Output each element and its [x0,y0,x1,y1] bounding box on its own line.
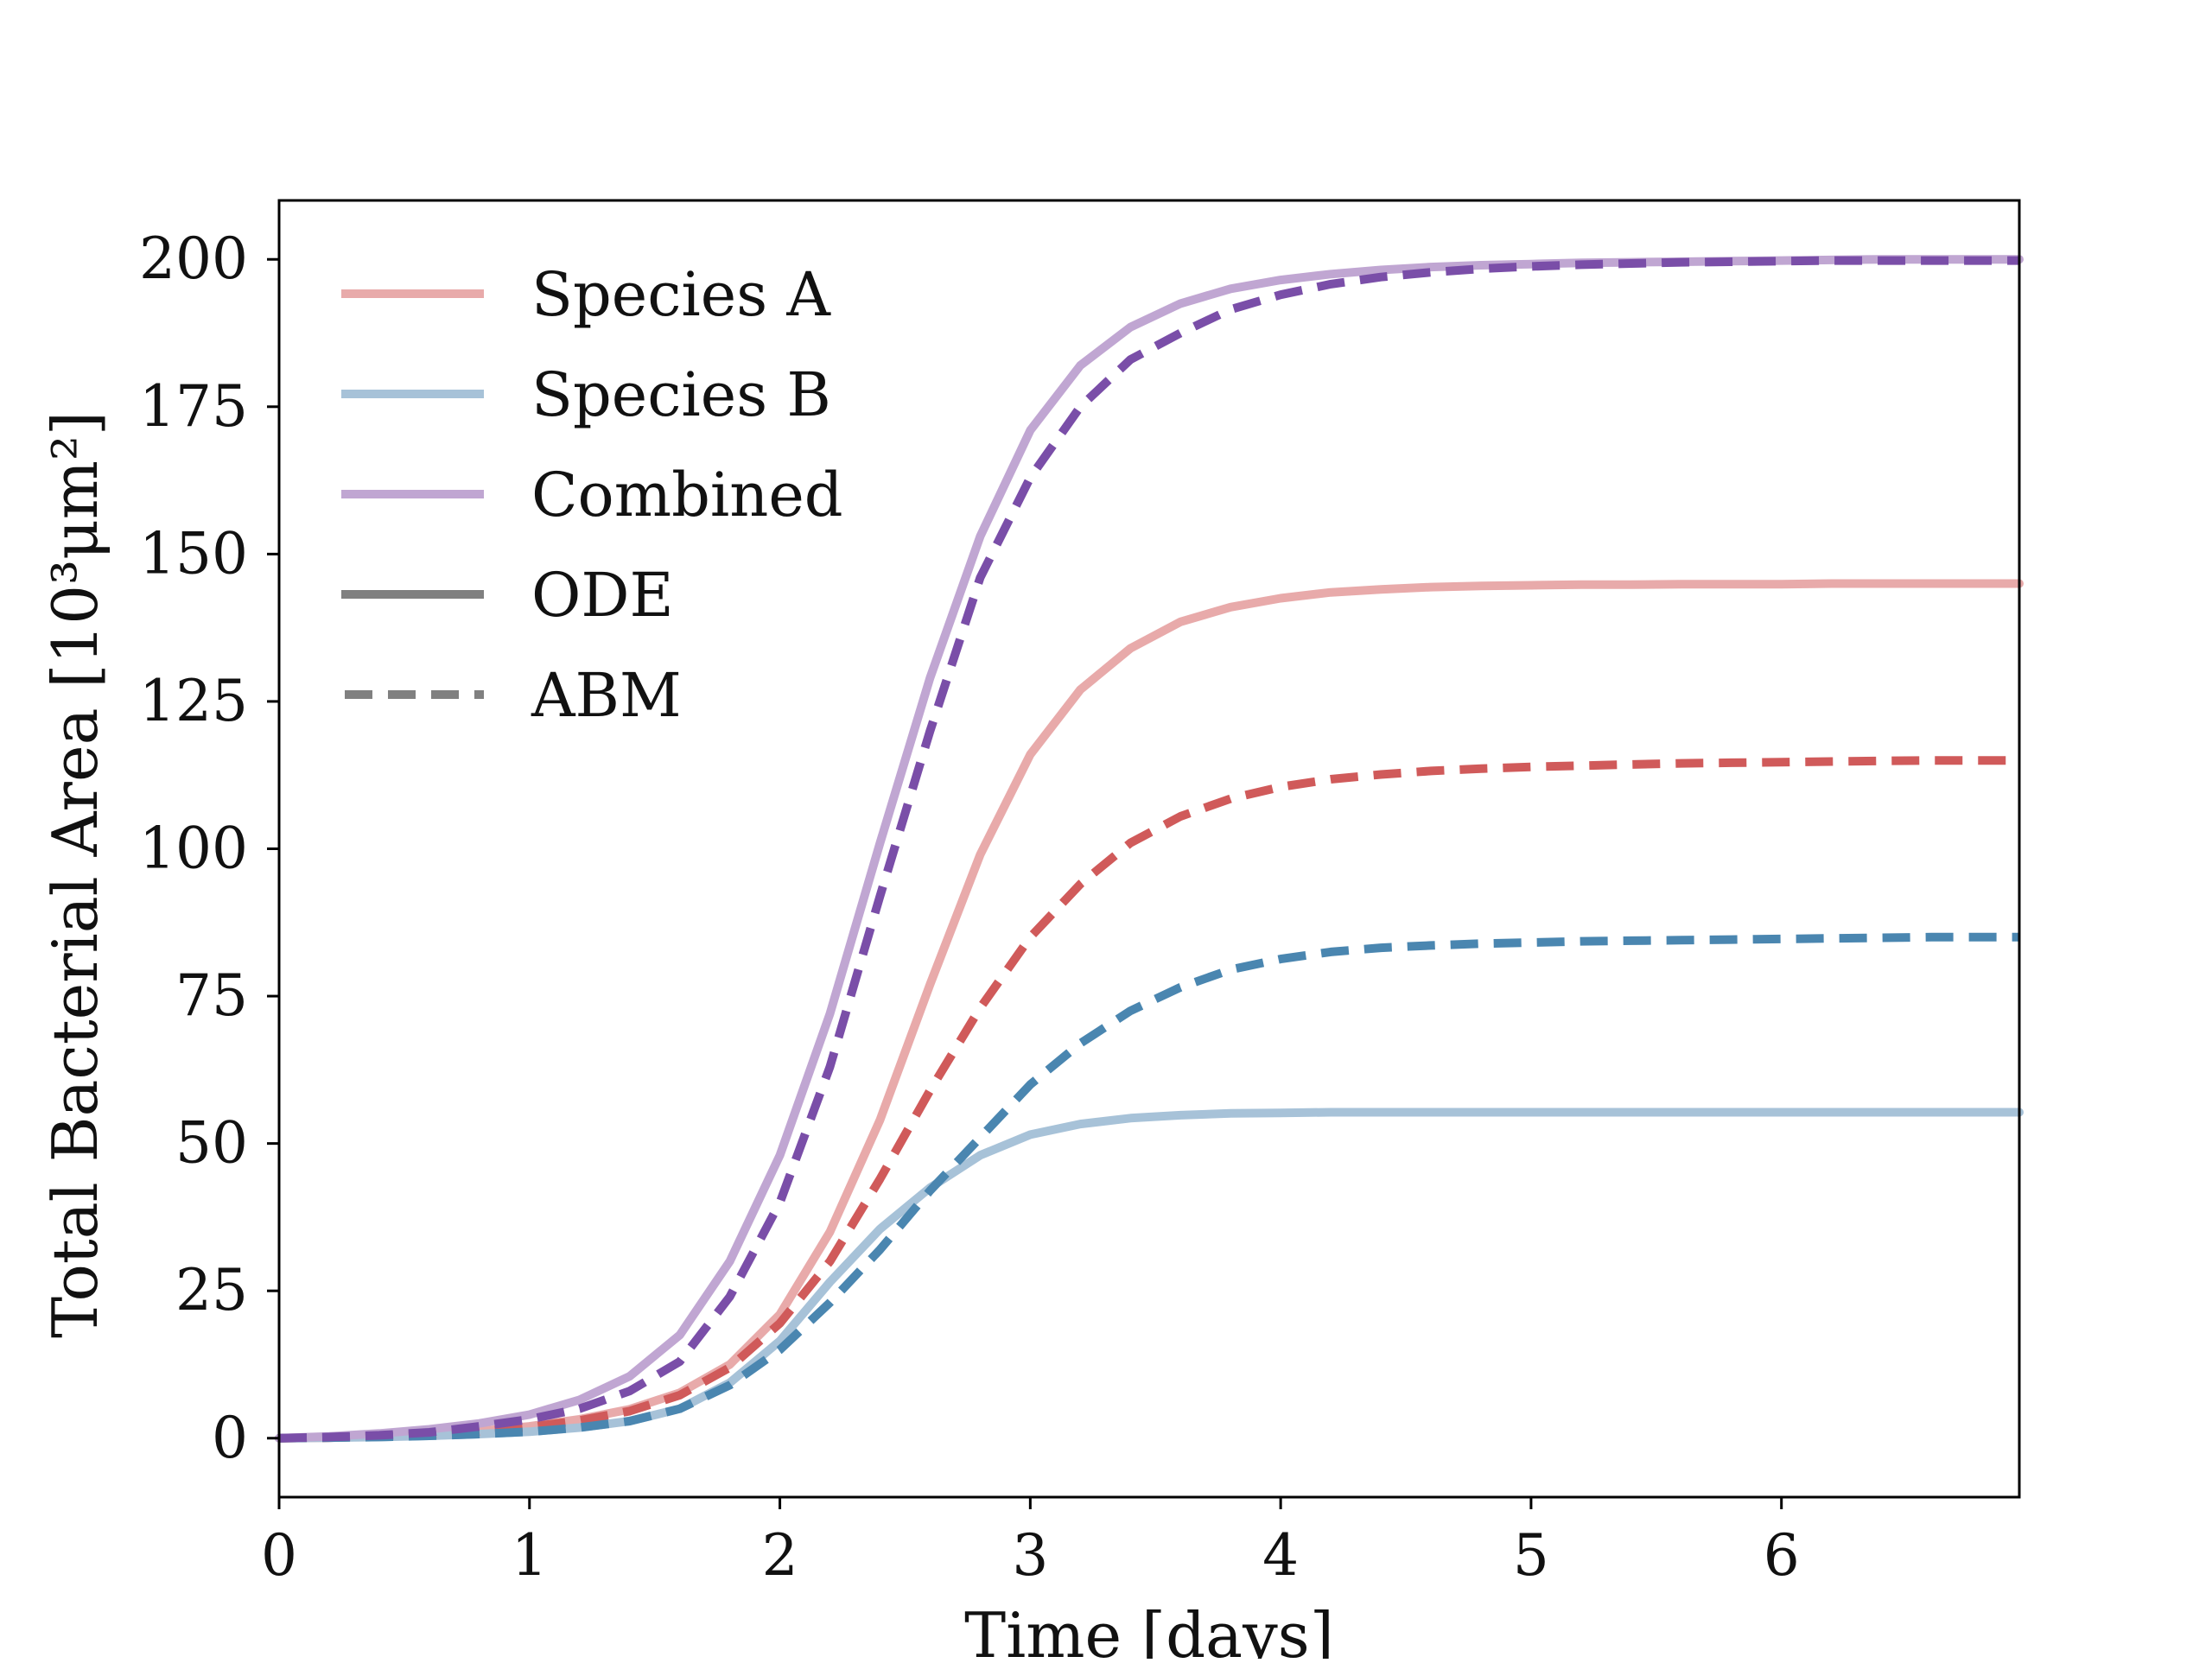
legend-label: ODE [531,560,674,631]
x-tick-label: 6 [1764,1522,1800,1589]
x-tick-label: 5 [1513,1522,1549,1589]
legend-label: Combined [531,460,843,530]
series-line-combined-abm [278,256,2019,1443]
legend-label: ABM [531,660,682,731]
series-line-species-b-ode [275,1108,2024,1443]
series-layer [275,255,2024,1443]
y-tick-label: 125 [139,668,248,734]
y-axis: 0 25 50 75 100 125 150 175 200 [139,225,279,1471]
x-tick-label: 1 [512,1522,548,1589]
x-tick-label: 0 [261,1522,297,1589]
x-tick-label: 4 [1262,1522,1299,1589]
y-tick-label: 75 [175,962,248,1029]
y-tick-label: 175 [139,373,248,440]
y-tick-label: 100 [139,816,248,882]
y-tick-label: 25 [175,1257,248,1323]
y-axis-label: Total Bacterial Area [10³μm²] [39,411,111,1338]
series-line-combined-ode [275,255,2024,1443]
legend-label: Species A [531,259,831,330]
series-line-species-a-abm [278,756,2019,1443]
x-axis: 0 1 2 3 4 5 6 [261,1497,1800,1589]
y-tick-label: 150 [139,520,248,587]
x-tick-label: 2 [762,1522,798,1589]
x-tick-label: 3 [1012,1522,1048,1589]
legend: Species A Species B Combined ODE ABM [341,259,843,731]
x-axis-label: Time [days] [964,1599,1334,1659]
series-line-species-a-ode [275,579,2024,1443]
series-line-species-b-abm [278,932,2019,1443]
legend-label: Species B [531,359,831,430]
y-tick-label: 50 [175,1110,248,1177]
y-tick-label: 0 [212,1405,248,1471]
y-tick-label: 200 [139,225,248,292]
